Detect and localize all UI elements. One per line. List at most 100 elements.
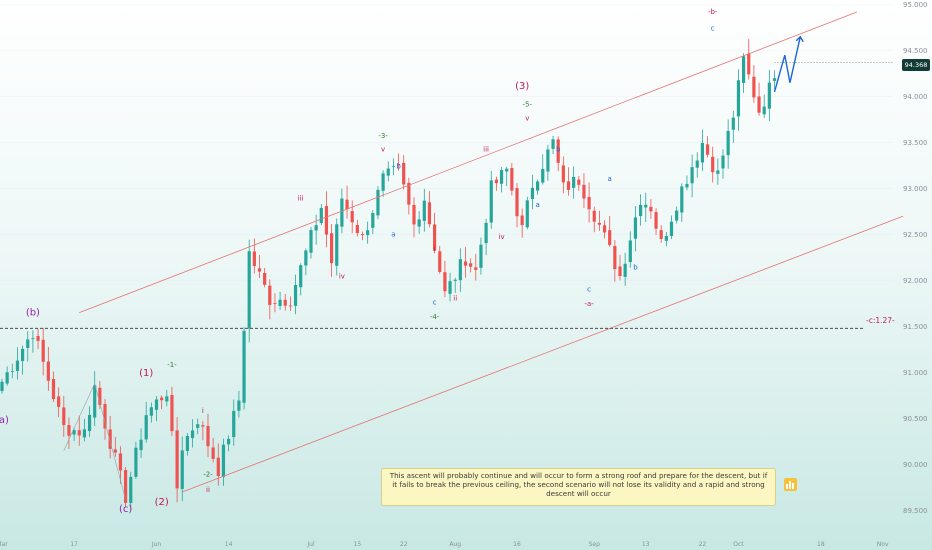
candle-body bbox=[10, 371, 14, 372]
candle-body bbox=[0, 381, 4, 392]
candle-body bbox=[124, 470, 128, 503]
candle-body bbox=[438, 251, 442, 272]
candle-body bbox=[644, 204, 648, 208]
x-tick-label: 18 bbox=[817, 541, 825, 548]
candle-body bbox=[479, 244, 483, 268]
candle-body bbox=[592, 210, 596, 222]
wave-label: -b- bbox=[708, 8, 718, 16]
candle-body bbox=[366, 230, 370, 236]
candle-body bbox=[695, 160, 699, 168]
wave-label: b bbox=[633, 263, 638, 271]
candle-body bbox=[530, 187, 535, 200]
candle-body bbox=[407, 182, 411, 205]
candle-body bbox=[772, 78, 777, 81]
candle-body bbox=[489, 180, 493, 223]
candle-body bbox=[391, 166, 395, 167]
candle-body bbox=[170, 395, 174, 432]
y-tick-label: 92.000 bbox=[903, 277, 928, 285]
candle-body bbox=[484, 222, 488, 244]
channel-upper-line bbox=[79, 11, 858, 314]
wave-label: v bbox=[525, 114, 529, 122]
candle-body bbox=[72, 429, 76, 435]
candle-body bbox=[87, 414, 92, 432]
chart-bars-icon[interactable] bbox=[784, 478, 797, 491]
candle-body bbox=[618, 266, 622, 276]
x-tick-label: Jun bbox=[151, 541, 162, 548]
candle-body bbox=[731, 117, 735, 130]
candle-body bbox=[330, 233, 334, 264]
x-tick-label: Mar bbox=[0, 541, 8, 548]
wave-label: b bbox=[396, 162, 401, 170]
wave-label: (a) bbox=[0, 415, 9, 426]
candle-body bbox=[510, 168, 514, 191]
y-tick-label: 92.500 bbox=[903, 231, 928, 239]
candle-body bbox=[587, 196, 591, 210]
wave-label: a bbox=[608, 175, 612, 183]
candle-body bbox=[36, 335, 40, 341]
candle-body bbox=[227, 438, 231, 445]
y-tick-label: 91.500 bbox=[903, 323, 928, 331]
analysis-note[interactable]: This ascent will probably continue and w… bbox=[381, 468, 776, 506]
candle-body bbox=[412, 204, 416, 225]
candle-body bbox=[623, 263, 627, 277]
x-tick-label: 15 bbox=[354, 541, 362, 548]
candle-body bbox=[602, 225, 607, 233]
candle-body bbox=[113, 449, 117, 453]
candle-body bbox=[711, 156, 715, 173]
candle-body bbox=[21, 348, 25, 362]
x-tick-label: 14 bbox=[225, 541, 233, 548]
wave-label: (1) bbox=[139, 368, 153, 379]
candle-body bbox=[556, 139, 560, 163]
candle-body bbox=[381, 173, 385, 191]
wave-label: -1- bbox=[167, 361, 177, 369]
wave-label: b bbox=[556, 146, 561, 154]
candle-body bbox=[376, 189, 380, 216]
candle-body bbox=[257, 268, 262, 272]
x-tick-label: Sep bbox=[589, 541, 601, 548]
candle-body bbox=[705, 144, 710, 155]
wave-label: c bbox=[433, 298, 437, 306]
candle-body bbox=[67, 425, 71, 436]
candle-body bbox=[422, 200, 426, 221]
candle-body bbox=[221, 444, 226, 477]
wave-label: iv bbox=[499, 233, 505, 241]
candle-body bbox=[654, 212, 658, 229]
candle-body bbox=[639, 204, 643, 217]
candle-body bbox=[288, 305, 292, 307]
candle-body bbox=[108, 429, 112, 449]
candle-body bbox=[633, 217, 638, 239]
wave-label: c bbox=[587, 286, 591, 294]
horizontal-level-label: -c:1.27- bbox=[866, 316, 895, 325]
candle-body bbox=[211, 447, 215, 459]
x-tick-label: 22 bbox=[699, 541, 707, 548]
candle-body bbox=[165, 396, 169, 402]
candle-body bbox=[93, 385, 97, 418]
wave-label: (3) bbox=[515, 81, 529, 92]
candle-body bbox=[62, 407, 66, 426]
candle-body bbox=[675, 210, 679, 221]
candle-body bbox=[742, 56, 746, 83]
candle-body bbox=[242, 330, 246, 403]
candle-body bbox=[659, 230, 663, 239]
candle-body bbox=[283, 299, 287, 306]
y-tick-label: 93.000 bbox=[903, 185, 928, 193]
wave-label: v bbox=[381, 146, 385, 154]
candle-body bbox=[15, 360, 20, 371]
candle-body bbox=[46, 361, 50, 381]
wave-label: i bbox=[434, 245, 436, 253]
candle-body bbox=[201, 425, 205, 427]
candle-body bbox=[520, 215, 524, 226]
wave-label: (2) bbox=[155, 497, 169, 508]
candle-body bbox=[134, 447, 138, 477]
candle-body bbox=[154, 399, 159, 410]
candle-body bbox=[371, 213, 375, 228]
candle-body bbox=[144, 415, 148, 440]
x-tick-label: Jul bbox=[306, 541, 315, 548]
candle-body bbox=[175, 430, 179, 489]
candle-body bbox=[386, 168, 390, 176]
candle-body bbox=[216, 457, 220, 476]
candle-body bbox=[268, 285, 272, 305]
candle-body bbox=[669, 221, 674, 236]
